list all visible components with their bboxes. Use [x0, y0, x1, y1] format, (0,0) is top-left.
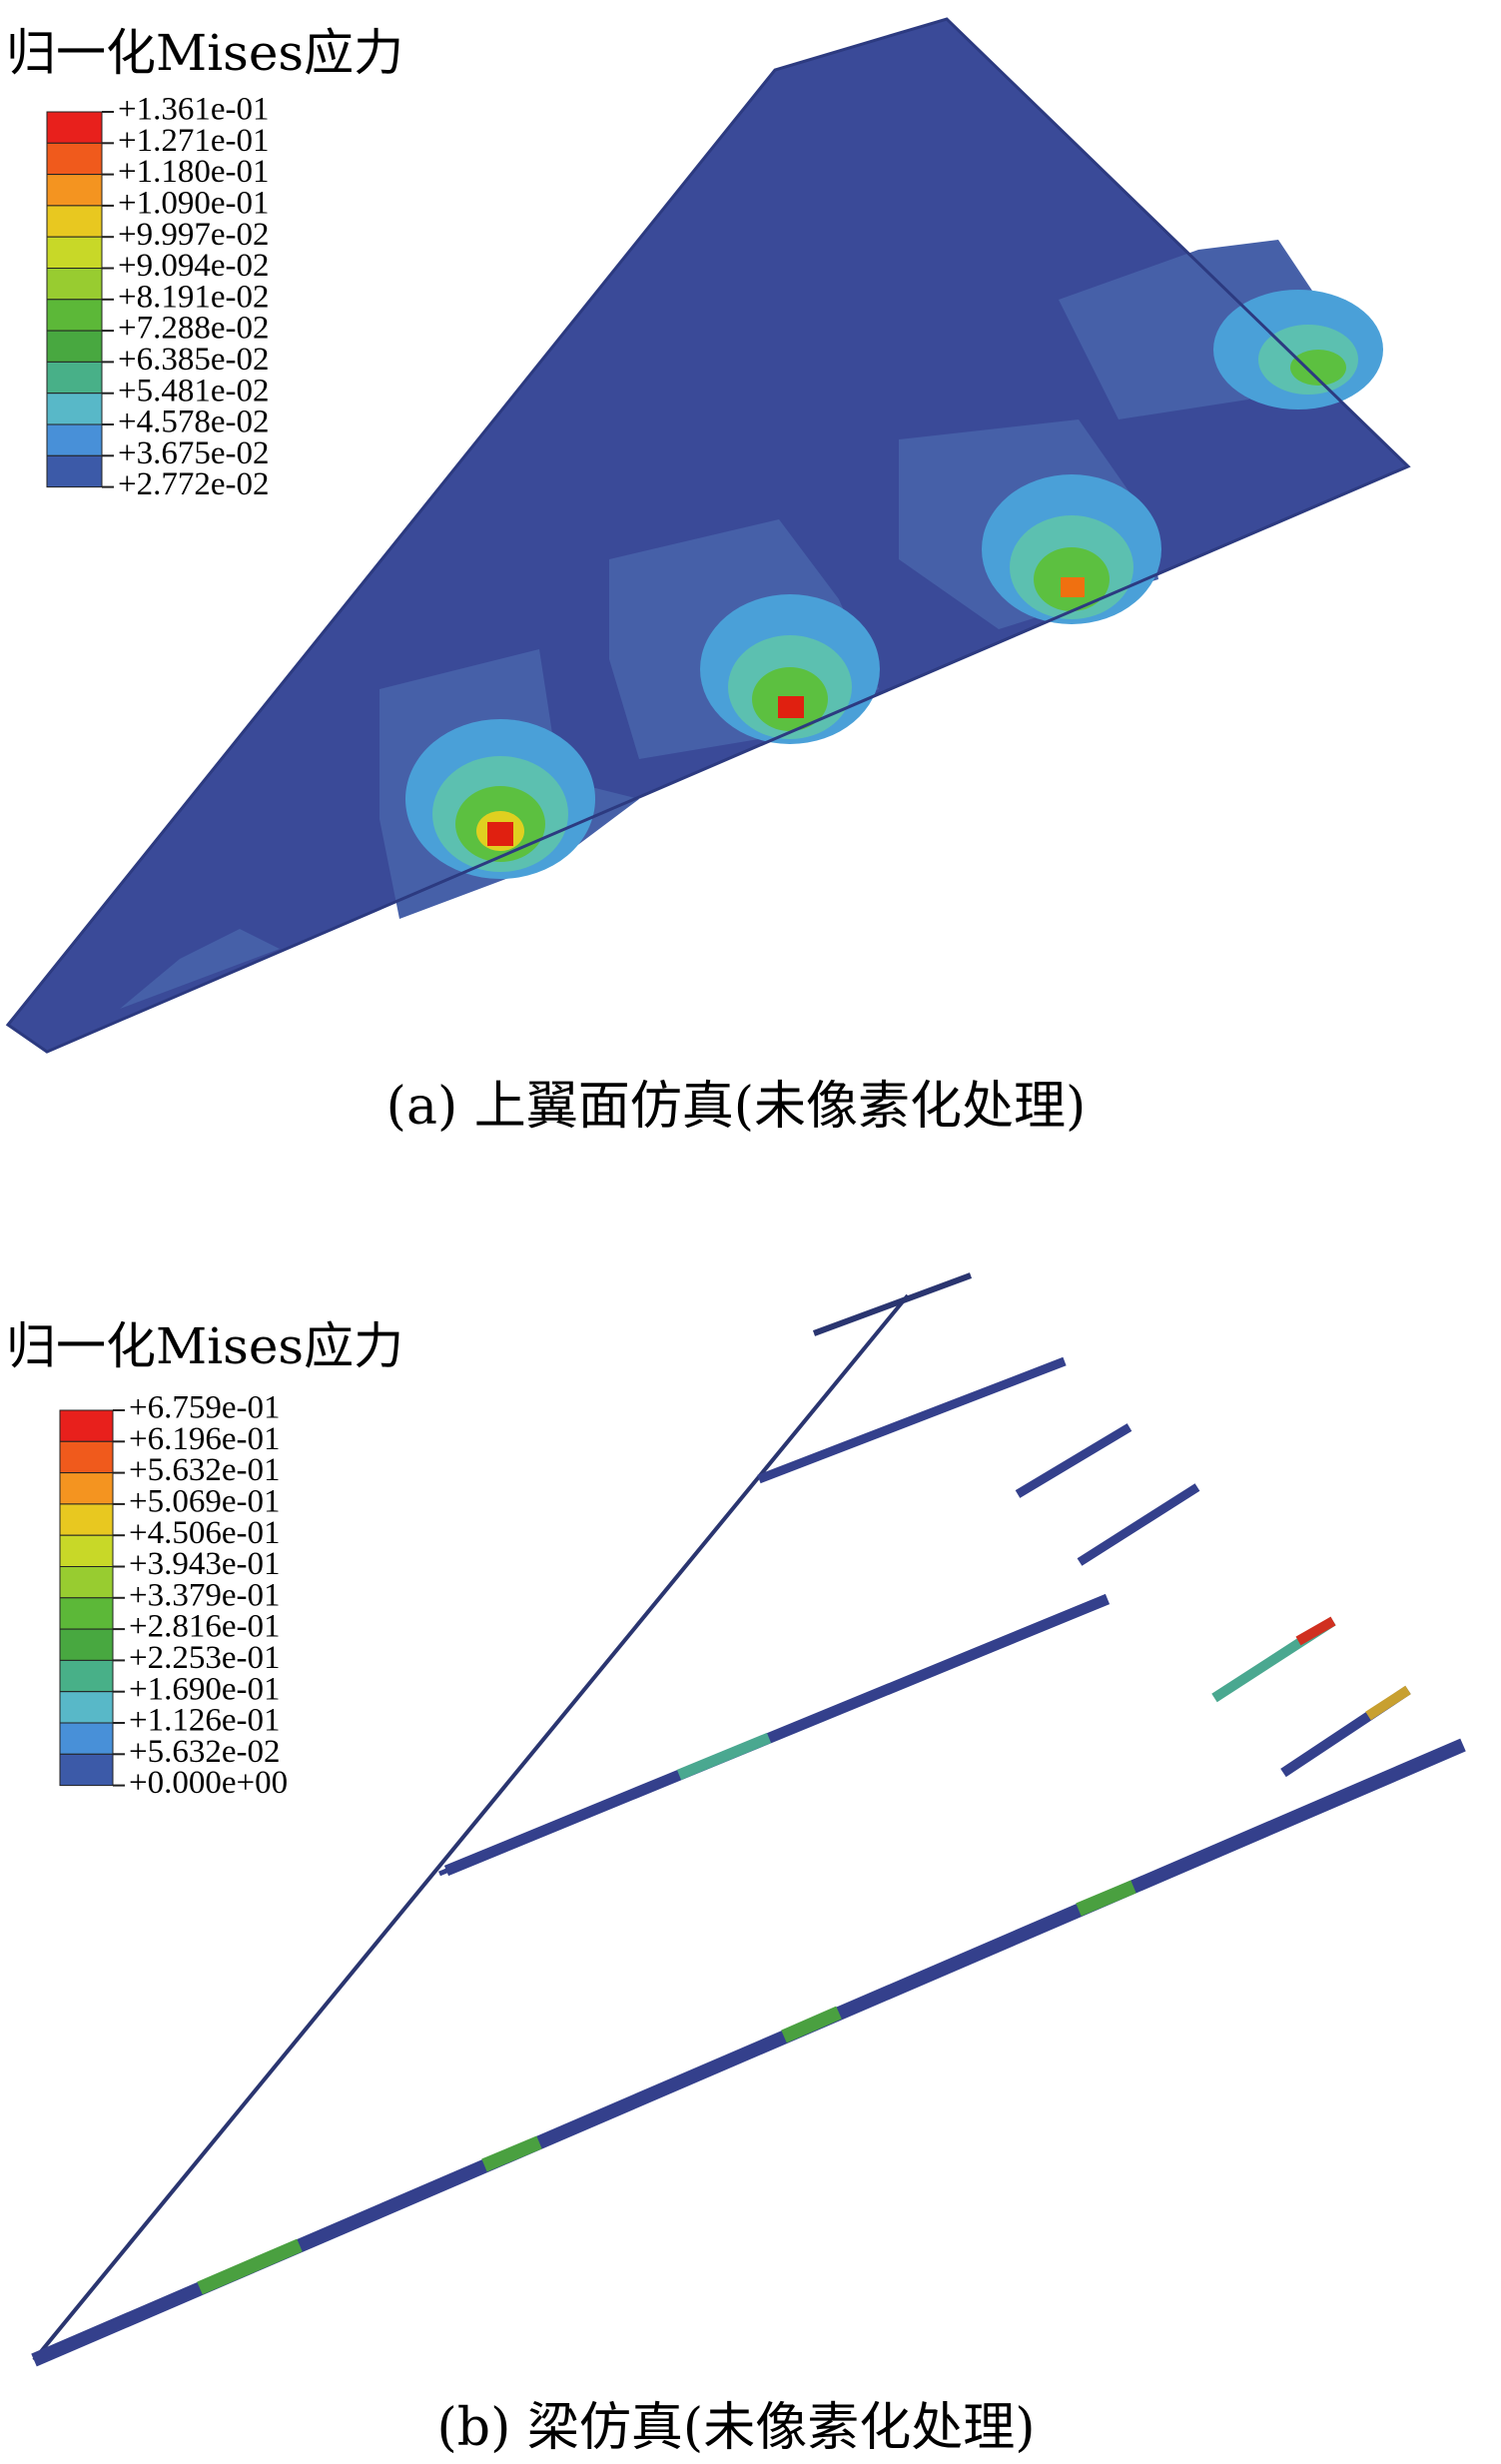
wing-contour [5, 17, 1411, 1054]
legend-label: +2.253e-01 [129, 1640, 281, 1676]
legend-swatch [59, 1753, 114, 1787]
legend-label: +5.481e-02 [118, 373, 270, 409]
beam [1015, 1423, 1132, 1498]
legend-label: +6.385e-02 [118, 342, 270, 378]
legend-swatch [59, 1503, 114, 1536]
legend-swatch [59, 1566, 114, 1599]
legend-swatch [59, 1534, 114, 1567]
legend-label: +1.126e-01 [129, 1703, 281, 1739]
beam-stress-zone [1365, 1685, 1411, 1721]
beam-stress-zone [1295, 1616, 1336, 1646]
legend-label: +7.288e-02 [118, 311, 270, 347]
legend-swatch [46, 268, 103, 301]
legend-label: +6.196e-01 [129, 1421, 281, 1457]
legend-label: +3.379e-01 [129, 1577, 281, 1613]
legend-swatch [59, 1409, 114, 1442]
legend-label: +3.943e-01 [129, 1546, 281, 1582]
hotspot [982, 474, 1161, 624]
legend-swatch [46, 423, 103, 456]
legend-swatch [46, 330, 103, 363]
beam [1077, 1483, 1200, 1566]
beam-stress-zone [781, 2006, 842, 2044]
beam [443, 1593, 1111, 1877]
legend-swatch [59, 1440, 114, 1474]
legend-label: +1.180e-01 [118, 154, 270, 190]
beam-stress-zone [481, 2135, 542, 2172]
legend-label: +2.816e-01 [129, 1609, 281, 1645]
legend-label: +9.094e-02 [118, 248, 270, 284]
beam-stress-zone [676, 1732, 772, 1781]
stress-zone [120, 929, 280, 1009]
legend-swatch [46, 299, 103, 332]
legend-label: +6.759e-01 [129, 1390, 281, 1426]
legend-label: +1.090e-01 [118, 185, 270, 221]
legend-label: +5.632e-02 [129, 1734, 281, 1770]
caption: (b) 梁仿真(未像素化处理) [437, 2398, 1036, 2458]
beam [438, 1866, 452, 1877]
legend-label: +0.000e+00 [129, 1765, 288, 1801]
legend-title: 归一化Mises应力 [6, 1317, 403, 1375]
legend-swatch [59, 1472, 114, 1505]
legend-label: +4.506e-01 [129, 1515, 281, 1551]
beam-stress-zone [1076, 1880, 1136, 1917]
legend-title: 归一化Mises应力 [6, 24, 403, 82]
hotspot [700, 594, 880, 744]
legend-label: +3.675e-02 [118, 435, 270, 471]
legend-swatch [46, 454, 103, 488]
beam [32, 1293, 910, 2362]
legend-swatch [59, 1659, 114, 1693]
hotspot [405, 719, 595, 879]
legend-label: +5.069e-01 [129, 1483, 281, 1519]
legend-swatch [59, 1597, 114, 1630]
legend-swatch [46, 111, 103, 144]
beam-model [31, 1272, 1466, 2367]
legend-label: +5.632e-01 [129, 1452, 281, 1488]
beam [812, 1272, 973, 1336]
wing-surface [8, 19, 1408, 1052]
wing-outline [5, 17, 1411, 1054]
beam [757, 1356, 1067, 1484]
legend-label: +4.578e-02 [118, 405, 270, 440]
legend-swatch [46, 205, 103, 238]
legend-swatch [46, 393, 103, 425]
legend-label: +2.772e-02 [118, 466, 270, 502]
legend-label: +9.997e-02 [118, 217, 270, 253]
legend-swatch [46, 361, 103, 395]
caption: (a) 上翼面仿真(未像素化处理) [386, 1077, 1087, 1137]
legend-label: +1.361e-01 [118, 92, 270, 128]
legend-swatch [46, 236, 103, 269]
legend-label: +1.271e-01 [118, 123, 270, 159]
legend-swatch [59, 1628, 114, 1661]
legend-swatch [59, 1722, 114, 1755]
legend-label: +8.191e-02 [118, 279, 270, 315]
hotspot [1213, 290, 1383, 410]
beam-stress-zone [197, 2238, 303, 2295]
legend-swatch [59, 1691, 114, 1724]
legend-swatch [46, 174, 103, 207]
legend-swatch [46, 142, 103, 176]
legend-label: +1.690e-01 [129, 1671, 281, 1707]
